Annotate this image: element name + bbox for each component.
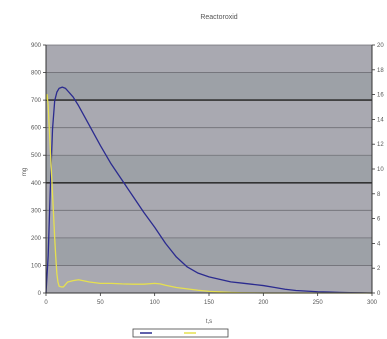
x-tick-label: 0 bbox=[44, 300, 48, 306]
x-axis-title: t,s bbox=[206, 319, 212, 325]
y-tick-label: 600 bbox=[31, 126, 42, 132]
y2-tick-label: 4 bbox=[377, 241, 381, 247]
legend-box bbox=[132, 328, 229, 338]
y2-tick-label: 6 bbox=[377, 217, 381, 223]
tick-labels: 0100200300400500600700800900024681012141… bbox=[31, 43, 384, 306]
x-tick-label: 150 bbox=[204, 300, 215, 306]
y2-tick-label: 0 bbox=[377, 291, 381, 297]
gridlines bbox=[46, 44, 372, 294]
x-tick-label: 300 bbox=[367, 300, 378, 306]
plot-band bbox=[46, 155, 372, 183]
x-tick-label: 250 bbox=[313, 300, 324, 306]
x-tick-label: 50 bbox=[97, 300, 104, 306]
y2-tick-label: 2 bbox=[377, 266, 381, 272]
y-tick-label: 0 bbox=[38, 291, 42, 297]
y2-tick-label: 8 bbox=[377, 192, 381, 198]
plot-area bbox=[46, 45, 372, 293]
y-tick-label: 700 bbox=[31, 98, 42, 104]
y2-tick-label: 20 bbox=[377, 43, 384, 49]
y-tick-label: 800 bbox=[31, 71, 42, 77]
y-axis-title: mg bbox=[22, 168, 28, 176]
x-tick-label: 100 bbox=[150, 300, 161, 306]
plot-band bbox=[46, 237, 372, 266]
y-tick-label: 300 bbox=[31, 208, 42, 214]
y2-tick-label: 14 bbox=[377, 117, 384, 123]
x-tick-label: 200 bbox=[258, 300, 269, 306]
y2-tick-label: 10 bbox=[377, 167, 384, 173]
legend bbox=[132, 328, 229, 338]
y2-tick-label: 18 bbox=[377, 68, 384, 74]
y-tick-label: 400 bbox=[31, 181, 42, 187]
plot-band bbox=[46, 72, 372, 101]
y2-tick-label: 16 bbox=[377, 93, 384, 99]
y-tick-label: 900 bbox=[31, 43, 42, 49]
series-line-blue bbox=[45, 86, 373, 294]
y-tick-label: 100 bbox=[31, 263, 42, 269]
y-tick-label: 200 bbox=[31, 236, 42, 242]
y-tick-label: 500 bbox=[31, 153, 42, 159]
y2-tick-label: 12 bbox=[377, 142, 384, 148]
chart-title: Reactoroxid bbox=[200, 14, 237, 21]
